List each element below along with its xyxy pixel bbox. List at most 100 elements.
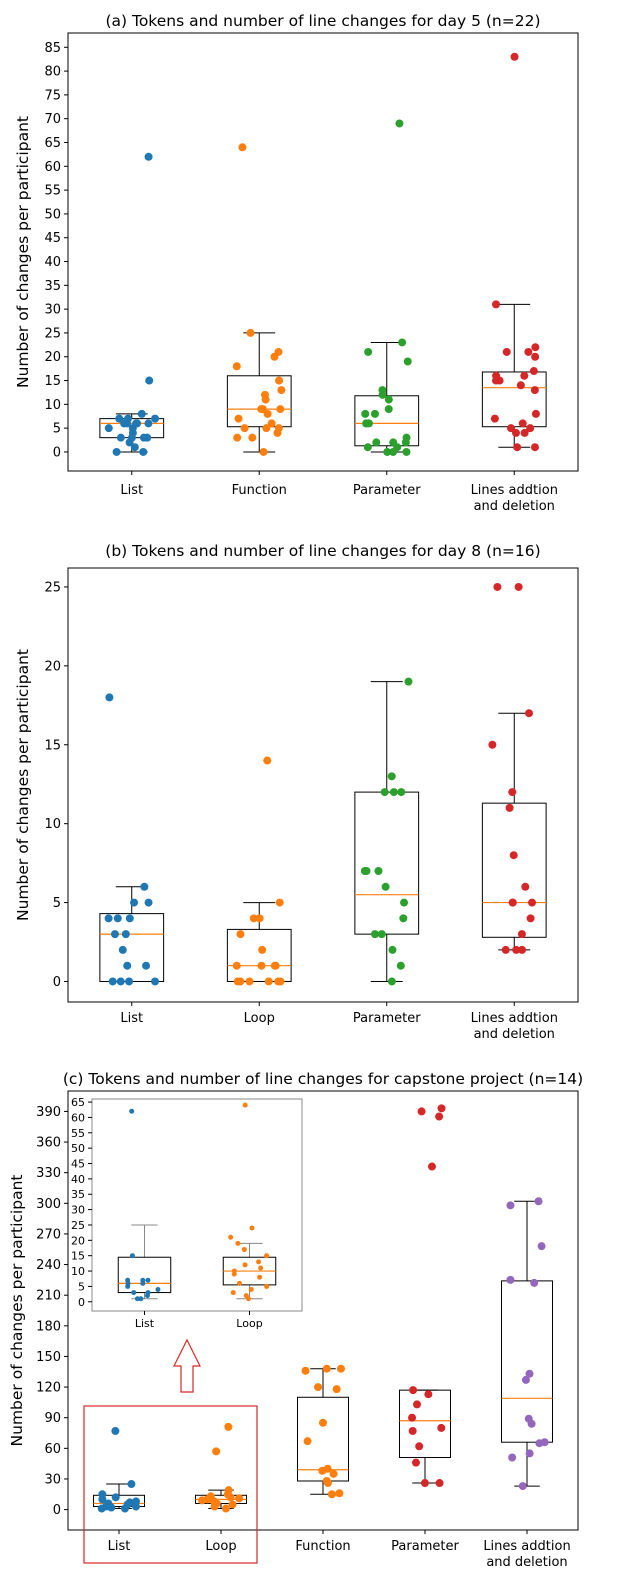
inset-data-point: [236, 1280, 242, 1286]
box-body: [117, 1256, 172, 1294]
panel-0-data-point: [144, 152, 153, 161]
inset-data-point: [256, 1259, 262, 1265]
panel-2-ytick-label: 270: [36, 1227, 61, 1242]
panel-0-data-point: [248, 433, 257, 442]
panel-1-data-point: [377, 930, 386, 939]
panel-2-data-point: [104, 1499, 113, 1508]
panel-2-data-point: [412, 1400, 421, 1409]
panel-1-data-point: [381, 882, 390, 891]
panel-2-data-point: [415, 1442, 424, 1451]
box-body: [226, 375, 292, 428]
panel-1-data-point: [521, 882, 530, 891]
inset-data-point: [145, 1290, 151, 1296]
panel-1-data-point: [374, 867, 383, 876]
inset-ytick-label: 25: [71, 1219, 85, 1232]
panel-0-data-point: [490, 414, 499, 423]
panel-2-data-point: [435, 1112, 444, 1121]
box-body: [226, 928, 292, 982]
panel-2-xtick-label: List: [108, 1539, 131, 1554]
panel-0-data-point: [145, 376, 154, 385]
panel-2-data-point: [111, 1493, 120, 1502]
panel-0-data-point: [262, 424, 271, 433]
panel-0-data-point: [383, 447, 392, 456]
panel-0-data-point: [139, 447, 148, 456]
panel-2-data-point: [409, 1386, 418, 1395]
panel-0-data-point: [276, 405, 285, 414]
panel-2-data-point: [524, 1414, 533, 1423]
panel-0-box-1: [226, 143, 292, 456]
panel-0-data-point: [139, 433, 148, 442]
panel-2-data-point: [327, 1490, 336, 1499]
panel-1-data-point: [514, 582, 523, 591]
panel-2-box-4: [501, 1197, 553, 1491]
panel-2-title: (c) Tokens and number of line changes fo…: [63, 1070, 583, 1088]
panel-0-data-point: [384, 395, 393, 404]
panel-0-data-point: [531, 343, 540, 352]
panel-0-data-point: [364, 347, 373, 356]
panel-2-data-point: [335, 1489, 344, 1498]
inset-data-point: [155, 1286, 161, 1292]
panel-1-data-point: [113, 914, 122, 923]
panel-1-data-point: [125, 914, 134, 923]
panel-0-data-point: [389, 438, 398, 447]
panel-1-data-point: [517, 930, 526, 939]
panel-1-data-point: [505, 803, 514, 812]
inset-data-point: [129, 1108, 135, 1114]
panel-0-data-point: [492, 371, 501, 380]
panel-1-data-point: [493, 582, 502, 591]
inset-data-point: [258, 1265, 264, 1271]
panel-0-ytick-label: 5: [53, 422, 61, 437]
panel-2-xtick-label: Parameter: [391, 1539, 459, 1554]
inset-ytick-label: 15: [71, 1250, 85, 1263]
panel-1-data-point: [512, 945, 521, 954]
panel-1-data-point: [508, 788, 517, 797]
inset-ytick-label: 30: [71, 1204, 85, 1217]
panel-0-ytick-label: 60: [44, 160, 61, 175]
panel-0-data-point: [259, 447, 268, 456]
box-body: [354, 395, 420, 447]
panel-0-ylabel: Number of changes per participant: [14, 116, 32, 388]
panel-1-xtick-label: Loop: [244, 1011, 275, 1026]
panel-2-data-point: [411, 1458, 420, 1467]
inset-box-0: [117, 1108, 172, 1302]
panel-1-data-point: [255, 914, 264, 923]
inset-data-point: [134, 1296, 140, 1302]
panel-0-data-point: [526, 424, 535, 433]
panel-0-box-0: [99, 152, 165, 456]
panel-1-data-point: [271, 961, 280, 970]
panel-1-data-point: [144, 898, 153, 907]
panel-1-data-point: [140, 882, 149, 891]
panel-2-xtick-label: Loop: [205, 1539, 236, 1554]
inset-ytick-label: 20: [71, 1234, 85, 1247]
panel-0-xtick-label: Function: [232, 483, 287, 498]
panel-1-data-point: [233, 977, 242, 986]
panel-2-ytick-label: 0: [53, 1503, 61, 1518]
inset-data-point: [138, 1296, 144, 1302]
panel-0-data-point: [403, 357, 412, 366]
panel-1-data-point: [264, 977, 273, 986]
inset-xtick-label: Loop: [236, 1317, 262, 1330]
panel-2-box-0: [93, 1426, 145, 1513]
panel-2-xtick-label: Function: [295, 1539, 350, 1554]
panel-0-data-point: [530, 386, 539, 395]
panel-1-xtick-label: Lines addtion and deletion: [471, 1011, 558, 1042]
panel-1-ytick-label: 25: [44, 580, 61, 595]
panel-1-data-point: [142, 961, 151, 970]
panel-2-data-point: [508, 1453, 517, 1462]
inset-ytick-label: 50: [71, 1142, 85, 1155]
panel-1-data-point: [258, 945, 267, 954]
panel-1-box-3: [481, 582, 547, 954]
panel-0-data-point: [524, 347, 533, 356]
panel-0-data-point: [531, 352, 540, 361]
inset-data-point: [235, 1240, 241, 1246]
panel-1-ytick-label: 20: [44, 659, 61, 674]
panel-0-data-point: [112, 447, 121, 456]
inset-ytick-label: 65: [71, 1096, 85, 1109]
panel-0-data-point: [233, 433, 242, 442]
panel-0-ytick-label: 85: [44, 41, 61, 56]
inset-ytick-label: 60: [71, 1111, 85, 1124]
inset-xtick-label: List: [135, 1317, 155, 1330]
inset-data-point: [241, 1247, 247, 1253]
panel-0-ytick-label: 70: [44, 112, 61, 127]
panel-1-data-point: [397, 788, 406, 797]
